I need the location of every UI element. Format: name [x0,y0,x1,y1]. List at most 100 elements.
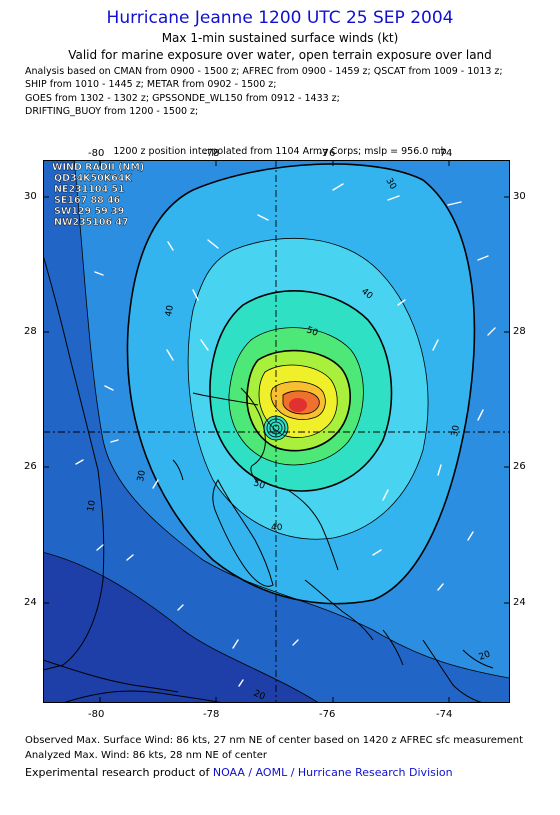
wind-barb [94,271,104,276]
contour-label: 40 [271,523,283,533]
wind-barb [207,239,219,249]
lat-tick-left: 26 [24,461,37,472]
map-subtitle-exposure: Valid for marine exposure over water, op… [68,48,492,62]
grand-bahama [192,392,259,406]
wind-barb [477,409,484,421]
contour-label: 30 [450,424,462,437]
lat-tick-right: 28 [513,326,526,337]
lon-tick-top: -76 [319,148,336,159]
contour-label: 30 [136,469,148,482]
wind-barb [152,479,159,489]
wind-radii-row: QD34K50K64K [54,173,132,184]
analysis-line: DRIFTING_BUOY from 1200 - 1500 z; [25,105,199,117]
wind-barb [75,459,84,465]
wind-radii-header: WIND RADII (NM) [52,162,144,173]
lon-tick-bottom: -76 [319,709,336,720]
contour-label: 40 [164,304,176,317]
lon-tick-bottom: -80 [88,709,105,720]
wind-barb [110,439,119,443]
wind-barb [96,544,104,551]
map-title: Hurricane Jeanne 1200 UTC 25 SEP 2004 [106,8,454,28]
wind-radii-row: NE231104 51 [54,184,125,195]
wind-radii-table: WIND RADII (NM) QD34K50K64K NE231104 51 … [52,162,145,228]
wind-barb [437,583,444,591]
lon-tick-top: -80 [88,148,105,159]
analysis-sources: Analysis based on CMAN from 0900 - 1500 … [25,65,503,118]
andros-island [212,478,274,587]
wind-barb [397,299,406,306]
contour-line-bold [126,163,476,605]
analysis-line: SHIP from 1010 - 1445 z; METAR from 0902… [25,79,277,91]
observed-max-wind: Observed Max. Surface Wind: 86 kts, 27 n… [25,735,524,746]
contour-line-bold [209,290,393,492]
lon-tick-top: -74 [436,148,453,159]
wind-barb [332,183,344,191]
contour-line [73,160,510,679]
wind-barb [104,385,114,391]
lon-tick-top: -78 [203,148,220,159]
wind-barb [487,327,496,336]
wind-radii-row: NW235106 47 [54,217,129,228]
wind-barb [437,464,442,476]
wind-barb [166,349,174,361]
lon-tick-bottom: -74 [436,709,453,720]
wind-max-core [289,398,307,412]
turks-caicos [462,649,494,669]
wind-radii-row: SE167 88 46 [54,195,121,206]
contour-label: 50 [252,478,266,491]
analysis-line: GOES from 1302 - 1302 z; GPSSONDE_WL150 … [25,92,340,104]
analysis-line: Analysis based on CMAN from 0900 - 1500 … [25,66,503,77]
contour-label: 50 [305,325,319,338]
great-inagua [422,639,484,703]
lat-tick-left: 28 [24,326,37,337]
credit-prefix: Experimental research product of [25,766,210,779]
map-subtitle-units: Max 1-min sustained surface winds (kt) [161,31,399,45]
wind-barb [200,339,209,351]
wind-barb [387,195,400,201]
contour-label: 20 [478,649,492,662]
cuba-coastline [62,690,224,703]
lat-tick-left: 30 [24,191,37,202]
contour-line [282,390,320,415]
wind-barb [292,639,299,646]
wind-barb [382,489,389,501]
wind-barb [238,679,244,687]
wind-barb [432,339,439,351]
wind-barb [177,604,184,611]
florida-coastline [43,254,105,671]
eleuthera-island [287,489,339,571]
wind-barb [192,289,199,301]
long-island [382,629,404,666]
wind-barb [467,531,474,541]
contour-line [258,364,338,438]
exuma-chain [304,579,374,641]
bimini [172,459,184,481]
contour-line [43,551,320,703]
contour-line [187,237,429,540]
wind-radii-row: SW129 59 39 [54,206,124,217]
wind-barb [447,201,462,206]
credit-organization-link[interactable]: NOAA / AOML / Hurricane Research Divisio… [212,766,453,779]
lat-tick-right: 30 [513,191,526,202]
wind-barb [257,214,269,221]
wind-field-map: 30 40 50 40 30 50 40 10 20 20 30 WIND RA… [43,160,510,703]
contour-label: 20 [252,689,267,703]
wind-barb [126,554,134,561]
contour-line [270,381,326,420]
lat-tick-right: 24 [513,597,526,608]
interpolation-note: 1200 z position interpolated from 1104 A… [113,146,447,157]
abaco-island [240,387,266,483]
analyzed-max-wind: Analyzed Max. Wind: 86 kts, 28 nm NE of … [25,750,267,761]
lat-tick-left: 24 [24,597,37,608]
wind-barb [372,549,382,556]
lat-tick-right: 26 [513,461,526,472]
contour-line [228,327,364,466]
wind-barb [232,639,239,649]
wind-barb [477,255,489,261]
lon-tick-bottom: -78 [203,709,220,720]
contour-label: 10 [86,499,98,512]
wind-barb [167,241,174,251]
credit-line: Experimental research product of NOAA / … [25,766,453,779]
florida-keys [43,659,179,693]
map-frame [43,160,510,703]
